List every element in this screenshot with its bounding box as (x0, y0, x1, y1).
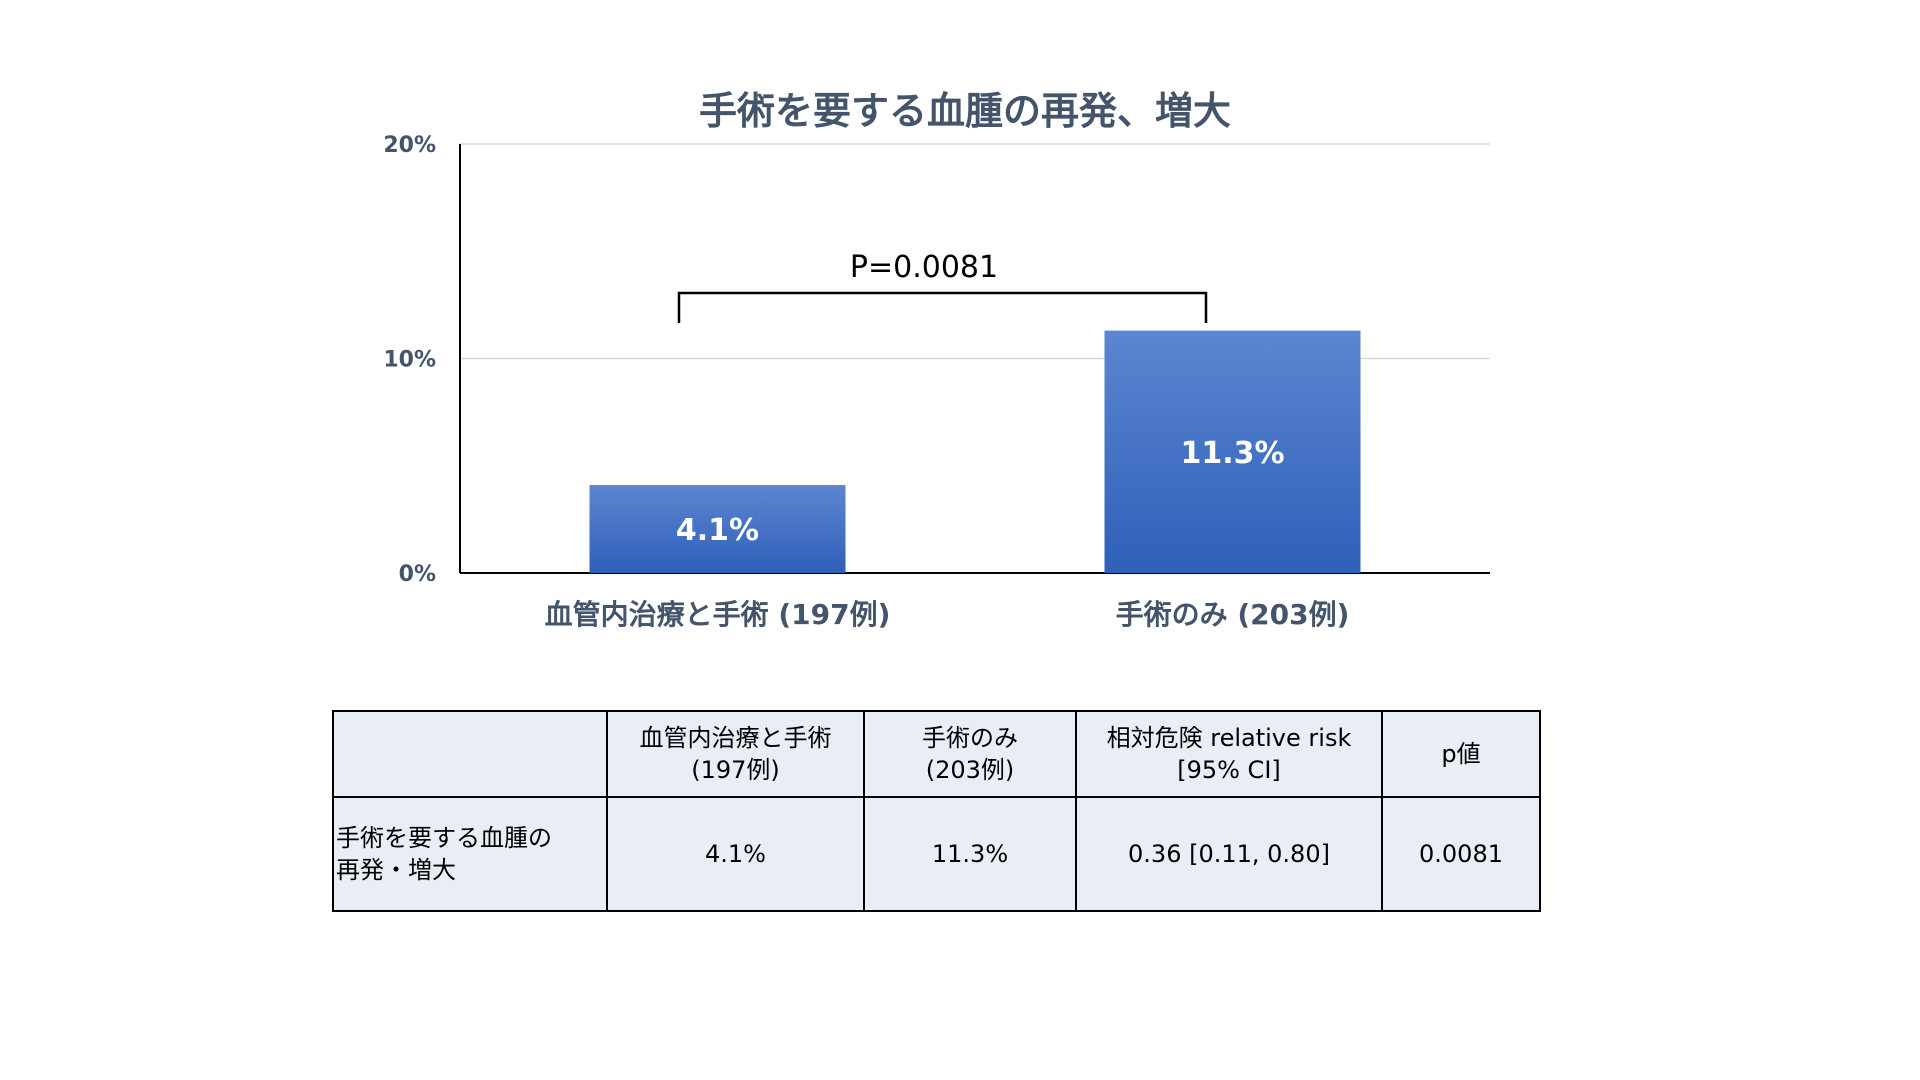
header-p-value: p値 (1381, 710, 1541, 798)
y-tick-label: 20% (383, 133, 436, 158)
bar (1104, 330, 1361, 573)
x-category-label: 血管内治療と手術 (197例) (545, 598, 891, 631)
bar-chart: 手術を要する血腫の再発、増大 0% 10% 20% 4.1% 血管内治療と手術 (197… (383, 89, 1490, 631)
header-line: p値 (1441, 739, 1481, 768)
cell-p-value: 0.0081 (1381, 796, 1541, 912)
cell-relative-risk: 0.36 [0.11, 0.80] (1075, 796, 1383, 912)
header-empty (332, 710, 608, 798)
row-label-line: 再発・増大 (336, 856, 456, 884)
bar (589, 485, 846, 573)
header-line: 手術のみ (922, 723, 1018, 752)
significance-bracket (677, 291, 1208, 323)
y-tick-label: 10% (383, 348, 436, 373)
header-line: 相対危険 relative risk (1106, 723, 1352, 752)
bar-data-label: 4.1% (676, 513, 759, 548)
bar-data-label: 11.3% (1180, 436, 1284, 471)
header-line: [95% CI] (1177, 756, 1281, 784)
row-label: 手術を要する血腫の 再発・増大 (332, 796, 608, 912)
cell-surgery-only-rate: 11.3% (863, 796, 1077, 912)
table-header-row: 血管内治療と手術 (197例) 手術のみ (203例) 相対危険 relativ… (332, 710, 1541, 798)
header-line: (203例) (925, 756, 1015, 784)
header-relative-risk: 相対危険 relative risk [95% CI] (1075, 710, 1383, 798)
y-tick-label: 0% (399, 562, 436, 587)
header-surgery-only: 手術のみ (203例) (863, 710, 1077, 798)
header-line: (197例) (691, 756, 780, 784)
x-category-label: 手術のみ (203例) (1116, 598, 1350, 631)
row-label-line: 手術を要する血腫の (336, 823, 552, 852)
table-row: 手術を要する血腫の 再発・増大 4.1% 11.3% 0.36 [0.11, 0… (332, 796, 1541, 912)
header-line: 血管内治療と手術 (639, 723, 832, 752)
chart-title: 手術を要する血腫の再発、増大 (699, 89, 1231, 133)
results-table: 血管内治療と手術 (197例) 手術のみ (203例) 相対危険 relativ… (332, 710, 1541, 912)
header-endovascular: 血管内治療と手術 (197例) (606, 710, 865, 798)
cell-endovascular-rate: 4.1% (606, 796, 865, 912)
p-value-annotation: P=0.0081 (850, 250, 998, 285)
